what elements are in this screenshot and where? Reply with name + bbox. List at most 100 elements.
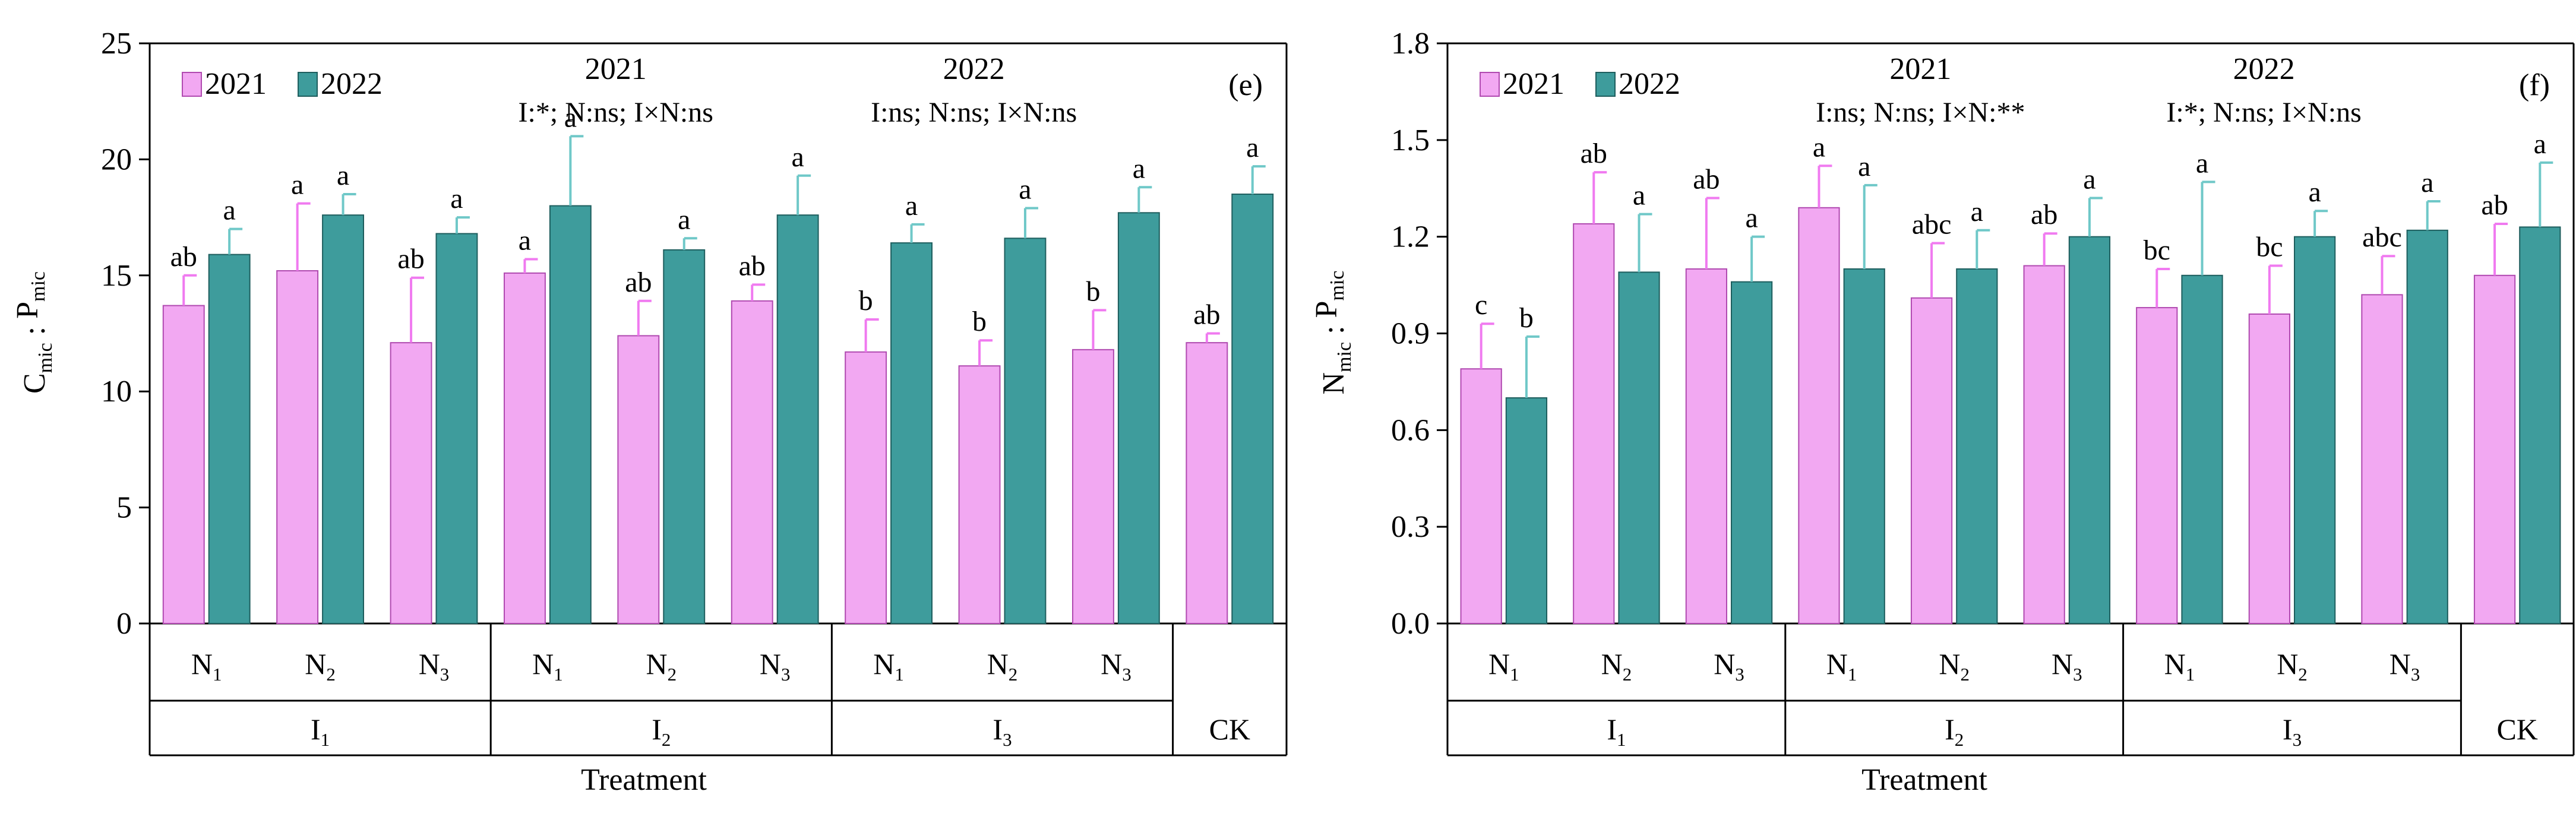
significance-letter: a bbox=[1633, 180, 1645, 211]
category-label: N2 bbox=[646, 647, 677, 685]
category-label-main: N bbox=[873, 647, 895, 680]
category-label-sub: 3 bbox=[2073, 664, 2082, 685]
annotation-year-2021: 2021 bbox=[1889, 52, 1951, 86]
legend-label-2022: 2022 bbox=[321, 67, 383, 101]
bar-2021-1 bbox=[1573, 223, 1615, 624]
y-axis-label-part: mic bbox=[34, 343, 56, 373]
group-label-sub: 2 bbox=[662, 729, 671, 750]
category-label: N3 bbox=[2389, 647, 2420, 685]
bar-2022-3 bbox=[549, 205, 592, 624]
y-axis-label-part: : bbox=[18, 319, 52, 343]
bar-2022-0 bbox=[1505, 397, 1548, 624]
significance-letter: b bbox=[859, 285, 873, 316]
category-label: N1 bbox=[1488, 647, 1519, 685]
group-label: I1 bbox=[311, 713, 330, 750]
significance-letter: a bbox=[450, 183, 463, 214]
bar-2021-4 bbox=[1910, 297, 1953, 624]
category-label: N1 bbox=[191, 647, 222, 685]
category-label: N3 bbox=[760, 647, 791, 685]
y-axis-label-part: P bbox=[1310, 301, 1344, 318]
significance-letter: a bbox=[791, 141, 804, 173]
category-label: N1 bbox=[2164, 647, 2195, 685]
significance-letter: a bbox=[223, 195, 235, 226]
legend-label-2021: 2021 bbox=[205, 67, 267, 101]
category-label-main: N bbox=[305, 647, 326, 680]
group-label-ck: CK bbox=[2496, 713, 2537, 746]
bar-2022-2 bbox=[435, 233, 478, 624]
significance-letter: ab bbox=[2031, 199, 2057, 230]
significance-letter: a bbox=[1246, 132, 1259, 163]
y-tick-label: 0.0 bbox=[1391, 607, 1430, 641]
bar-2021-6 bbox=[845, 351, 887, 624]
category-label-sub: 1 bbox=[1848, 664, 1857, 685]
group-label-sub: 2 bbox=[1955, 729, 1964, 750]
bar-2021-2 bbox=[1685, 268, 1727, 624]
significance-letter: ab bbox=[2481, 189, 2508, 221]
category-label-main: N bbox=[419, 647, 440, 680]
category-label-sub: 1 bbox=[895, 664, 904, 685]
y-tick-label: 20 bbox=[101, 143, 132, 176]
category-label-main: N bbox=[532, 647, 554, 680]
bar-2022-1 bbox=[322, 214, 365, 624]
bar-2021-9 bbox=[1186, 342, 1228, 625]
bar-2021-7 bbox=[958, 365, 1001, 624]
annotation-stats-2021: I:ns; N:ns; I×N:** bbox=[1816, 97, 2025, 128]
category-label: N1 bbox=[1826, 647, 1857, 685]
y-axis-label-part: mic bbox=[27, 271, 49, 302]
significance-letter: a bbox=[678, 204, 690, 235]
significance-letter: ab bbox=[1693, 164, 1720, 195]
bar-2022-9 bbox=[1231, 194, 1274, 624]
category-label: N2 bbox=[305, 647, 336, 685]
significance-letter: bc bbox=[2144, 235, 2170, 266]
bar-2022-8 bbox=[2406, 229, 2448, 624]
category-label: N1 bbox=[873, 647, 904, 685]
significance-letter: a bbox=[1133, 153, 1145, 184]
group-label: I2 bbox=[1945, 713, 1964, 750]
annotation-year-2022: 2022 bbox=[2233, 52, 2295, 86]
significance-letter: a bbox=[905, 190, 918, 221]
annotation-year-2021: 2021 bbox=[585, 52, 647, 86]
y-tick-label: 1.2 bbox=[1391, 220, 1430, 254]
category-label-sub: 3 bbox=[1735, 664, 1744, 685]
y-axis-label-part: C bbox=[18, 373, 52, 394]
category-label-sub: 1 bbox=[554, 664, 563, 685]
bar-2022-3 bbox=[1843, 268, 1885, 624]
bar-2021-3 bbox=[1798, 207, 1840, 625]
panel-label: (f) bbox=[2519, 68, 2550, 102]
y-tick-label: 5 bbox=[116, 491, 132, 525]
bar-2022-7 bbox=[1004, 238, 1047, 625]
y-axis-label: Nmic : Pmic bbox=[1310, 271, 1355, 395]
x-axis-title: Treatment bbox=[581, 763, 707, 797]
legend-swatch-2021 bbox=[1480, 72, 1500, 97]
category-label-main: N bbox=[191, 647, 213, 680]
significance-letter: bc bbox=[2256, 232, 2283, 263]
significance-letter: a bbox=[2196, 147, 2208, 179]
category-label-main: N bbox=[1101, 647, 1122, 680]
y-axis-label-part: : bbox=[1317, 318, 1351, 341]
category-label: N1 bbox=[532, 647, 563, 685]
bar-2021-3 bbox=[503, 272, 546, 624]
annotation-year-2022: 2022 bbox=[943, 52, 1005, 86]
category-label-main: N bbox=[2389, 647, 2411, 680]
category-label: N3 bbox=[1101, 647, 1131, 685]
group-label-main: I bbox=[1945, 713, 1955, 746]
category-label-sub: 2 bbox=[1961, 664, 1970, 685]
category-label-main: N bbox=[1488, 647, 1510, 680]
significance-letter: a bbox=[2083, 164, 2095, 195]
category-label-main: N bbox=[1714, 647, 1735, 680]
significance-letter: ab bbox=[1581, 138, 1607, 169]
annotation-stats-2021: I:*; N:ns; I×N:ns bbox=[519, 97, 713, 128]
category-label-sub: 1 bbox=[2186, 664, 2195, 685]
category-label-sub: 1 bbox=[213, 664, 222, 685]
group-label-main: I bbox=[1607, 713, 1617, 746]
bar-2022-5 bbox=[2068, 236, 2111, 624]
category-label-sub: 2 bbox=[1009, 664, 1018, 685]
category-label-main: N bbox=[1826, 647, 1848, 680]
significance-letter: ab bbox=[739, 250, 766, 281]
significance-letter: a bbox=[2308, 176, 2321, 208]
significance-letter: a bbox=[1858, 151, 1870, 182]
group-label-sub: 3 bbox=[1003, 729, 1012, 750]
legend-label-2021: 2021 bbox=[1503, 67, 1564, 101]
